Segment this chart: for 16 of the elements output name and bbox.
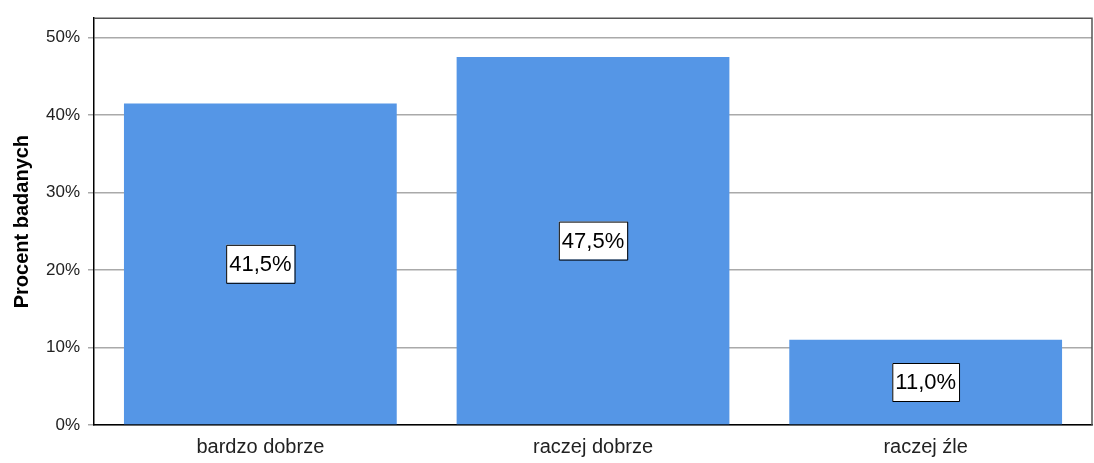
data-label: 11,0% <box>895 369 957 395</box>
x-tick-label: raczej dobrze <box>532 434 654 457</box>
y-tick-label: 10% <box>45 337 81 357</box>
bar <box>789 339 1063 425</box>
x-tick-label: raczej źle <box>883 434 968 457</box>
y-tick-label: 50% <box>45 27 81 47</box>
y-tick-label: 30% <box>45 182 81 202</box>
y-tick-label: 40% <box>45 104 81 124</box>
bar <box>123 103 397 425</box>
y-axis-title: Procent badanych <box>9 134 32 309</box>
data-label: 47,5% <box>561 227 625 253</box>
y-tick-label: 20% <box>45 259 81 279</box>
data-label: 41,5% <box>229 250 292 276</box>
x-tick-label: bardzo dobrze <box>196 434 325 457</box>
y-tick-label: 0% <box>55 414 81 434</box>
bar <box>456 56 730 425</box>
